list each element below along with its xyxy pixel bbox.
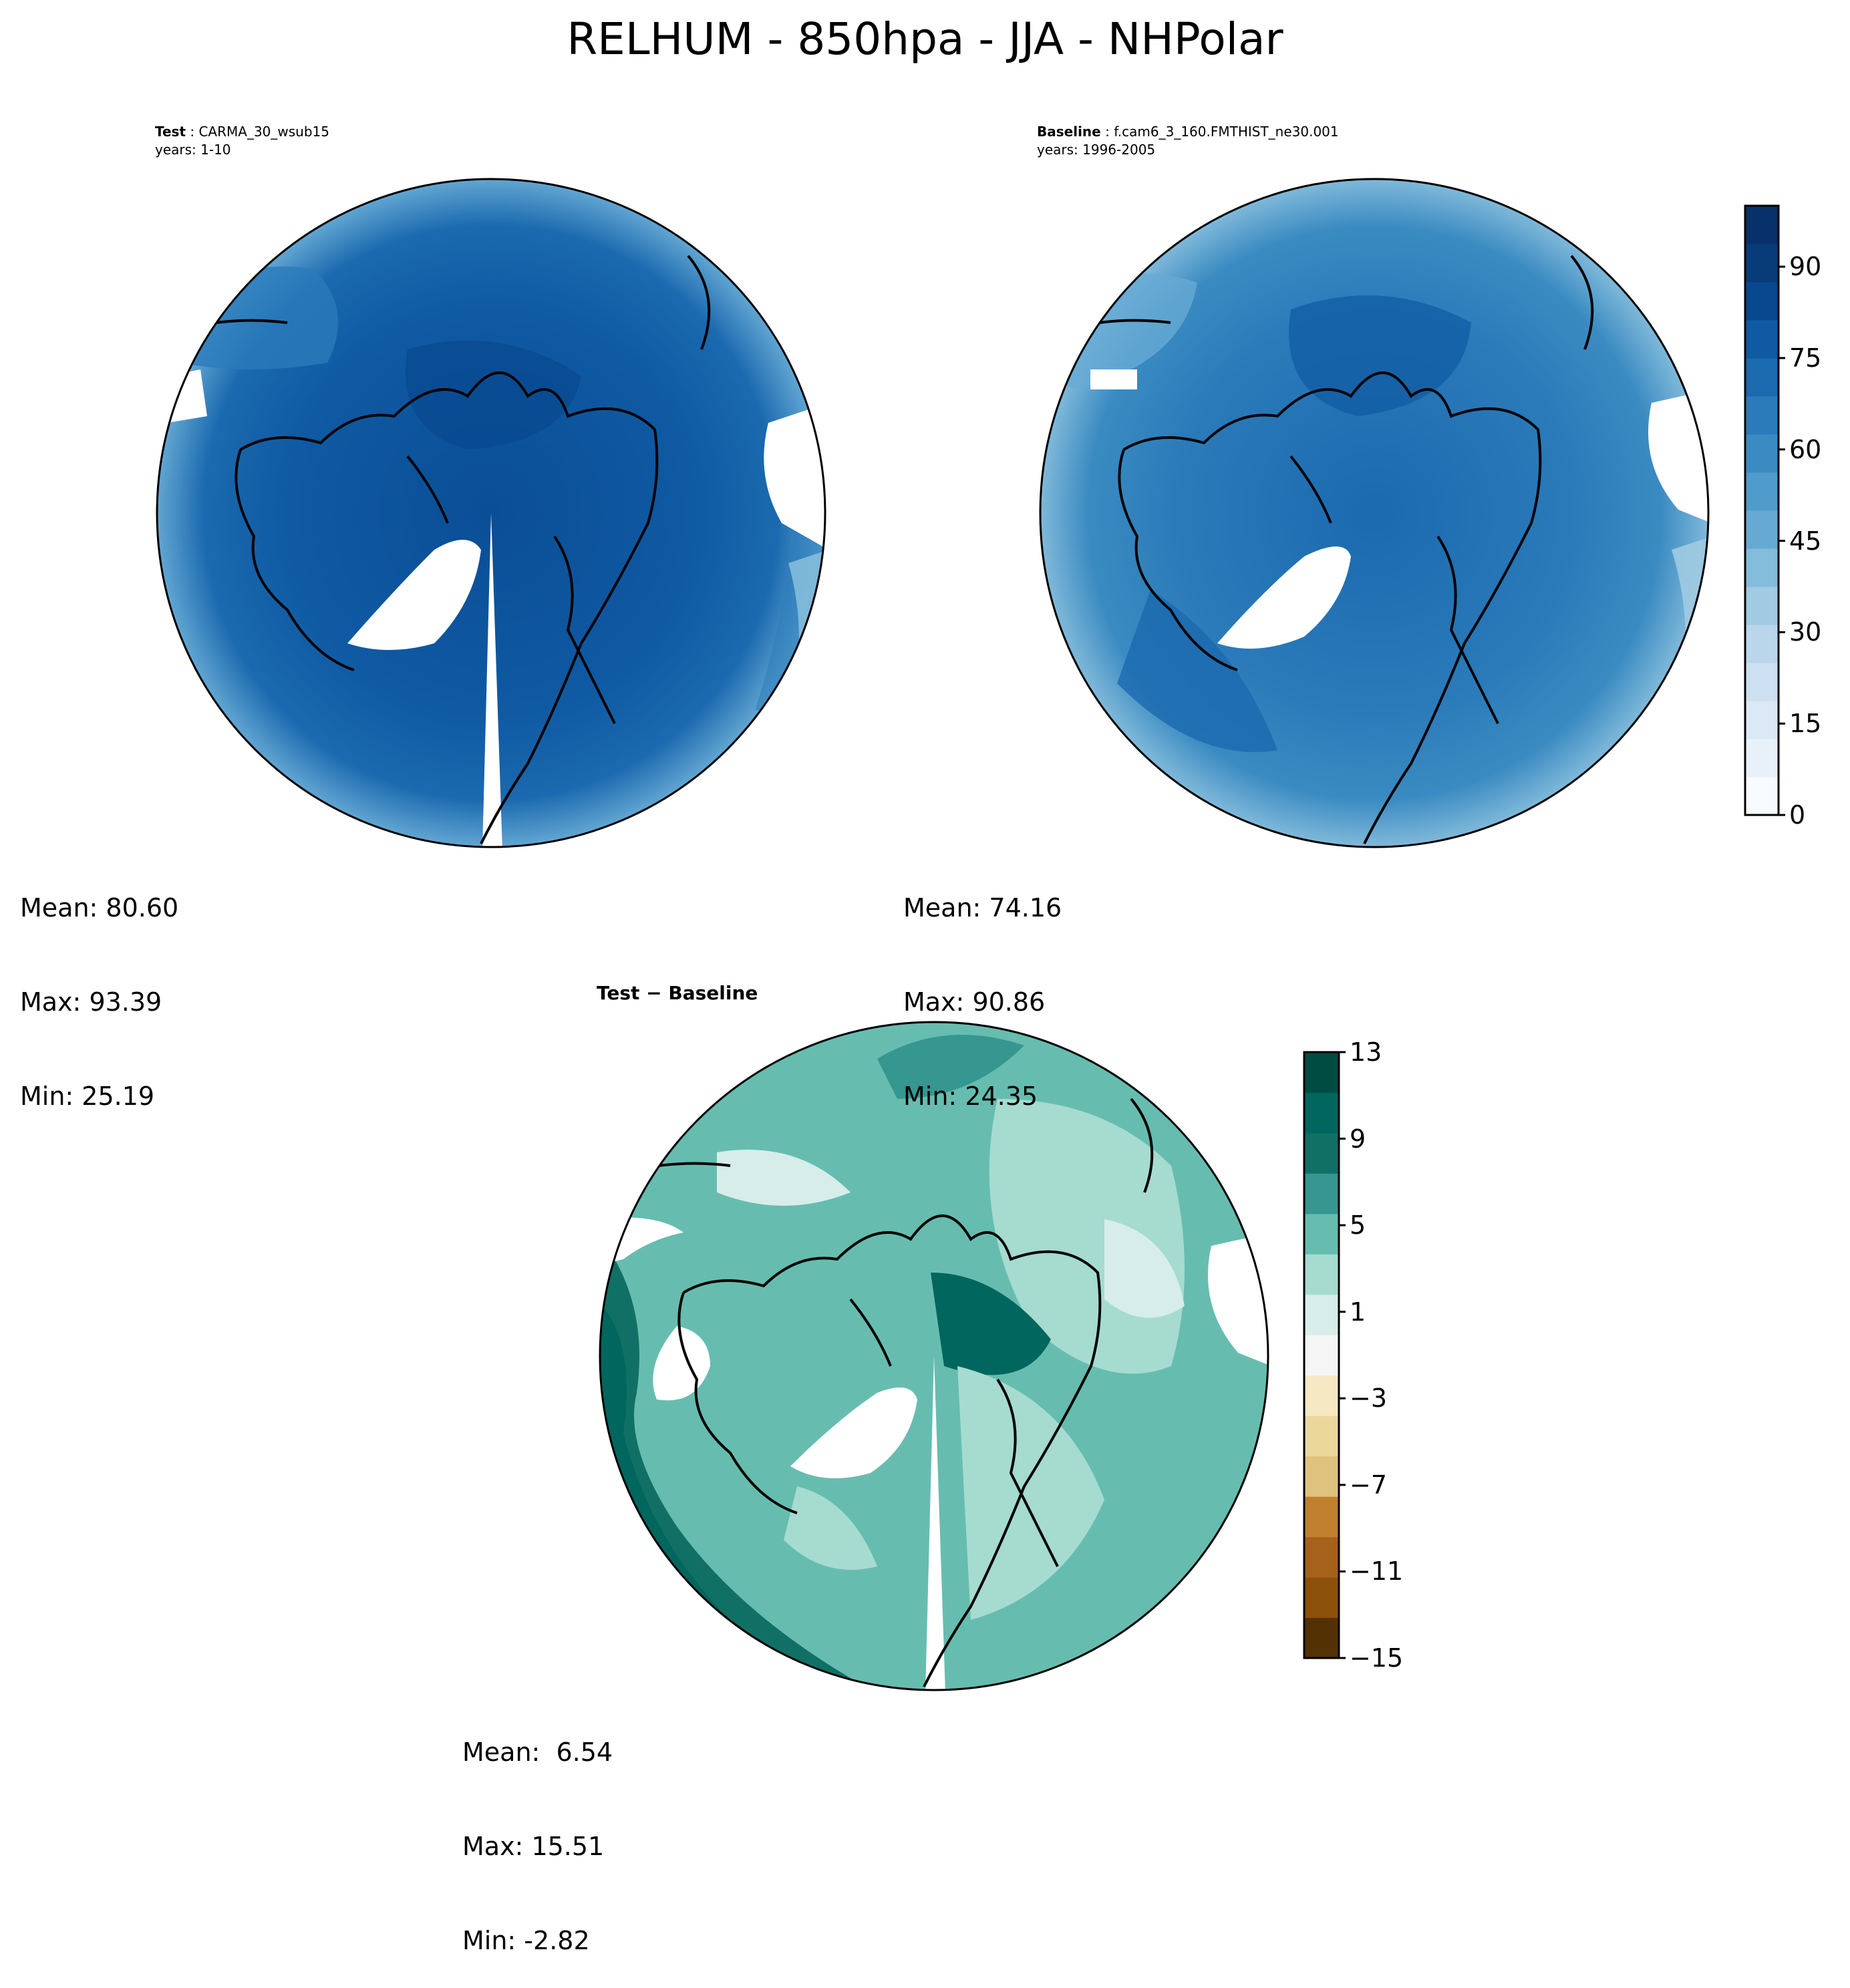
greenland-mask bbox=[790, 1387, 917, 1478]
diff-field-patch bbox=[717, 1150, 851, 1206]
colorbar-level bbox=[1304, 1496, 1339, 1538]
greenland-mask bbox=[1217, 546, 1351, 649]
colorbar-tick-label: −15 bbox=[1350, 1643, 1404, 1673]
diff-min: Min: -2.82 bbox=[462, 1926, 590, 1955]
colorbar-level bbox=[1745, 625, 1779, 663]
colorbar-level bbox=[1745, 701, 1779, 739]
greenland-mask bbox=[347, 540, 481, 650]
colorbar-tick-label: 15 bbox=[1789, 709, 1822, 739]
colorbar-level bbox=[1745, 206, 1779, 244]
colorbar-tick-label: −3 bbox=[1350, 1383, 1388, 1414]
absolute-colorbar bbox=[1744, 204, 1785, 816]
diff-field-patch bbox=[931, 1273, 1051, 1375]
colorbar-tick-label: 90 bbox=[1789, 252, 1822, 282]
colorbar-level bbox=[1745, 587, 1779, 625]
baseline-case-label: f.cam6_3_160.FMTHIST_ne30.001 bbox=[1114, 124, 1339, 140]
test-polar-map bbox=[156, 178, 826, 848]
baseline-mean: Mean: 74.16 bbox=[903, 893, 1062, 923]
colorbar-level bbox=[1304, 1254, 1339, 1295]
baseline-min: Min: 24.35 bbox=[903, 1082, 1038, 1111]
colorbar-level bbox=[1304, 1375, 1339, 1416]
baseline-years-label: years: 1996-2005 bbox=[1037, 142, 1156, 158]
baseline-role-label: Baseline bbox=[1037, 124, 1101, 140]
missing-wedge bbox=[925, 1356, 945, 1690]
colorbar-tick-label: 75 bbox=[1789, 343, 1822, 373]
colorbar-level bbox=[1745, 777, 1779, 816]
diff-mean: Mean: 6.54 bbox=[462, 1737, 613, 1767]
test-stats: Mean: 80.60 Max: 93.39 Min: 25.19 bbox=[20, 830, 178, 1144]
test-years-label: years: 1-10 bbox=[155, 142, 231, 158]
coastline bbox=[180, 255, 711, 844]
test-case-label: CARMA_30_wsub15 bbox=[198, 124, 329, 140]
test-field-patch bbox=[167, 267, 338, 369]
map-boundary bbox=[599, 1021, 1269, 1691]
colorbar-tick-label: −11 bbox=[1350, 1556, 1404, 1587]
colorbar-frame bbox=[1303, 1051, 1340, 1659]
colorbar-level bbox=[1304, 1213, 1339, 1255]
colorbar-level bbox=[1304, 1617, 1339, 1659]
colorbar-level bbox=[1745, 663, 1779, 701]
baseline-field-patch bbox=[1289, 295, 1471, 416]
diff-stats: Mean: 6.54 Max: 15.51 Min: -2.82 bbox=[462, 1674, 613, 1988]
colorbar-tick-label: 60 bbox=[1789, 434, 1822, 464]
colorbar-level bbox=[1304, 1052, 1339, 1093]
missing-region bbox=[764, 403, 825, 550]
colorbar-level bbox=[1745, 244, 1779, 283]
diff-field-patch bbox=[784, 1486, 877, 1570]
difference-polar-map bbox=[599, 1021, 1269, 1691]
colorbar-level bbox=[1304, 1335, 1339, 1376]
colorbar-level bbox=[1745, 739, 1779, 778]
colorbar-level bbox=[1745, 510, 1779, 549]
colorbar-level bbox=[1304, 1092, 1339, 1134]
colorbar-level bbox=[1304, 1173, 1339, 1214]
baseline-panel-header: Baseline : f.cam6_3_160.FMTHIST_ne30.001… bbox=[1037, 124, 1339, 158]
difference-colorbar bbox=[1303, 1051, 1346, 1659]
diff-field-patch bbox=[877, 1035, 1024, 1099]
baseline-field-patch bbox=[1117, 590, 1277, 752]
colorbar-level bbox=[1745, 548, 1779, 587]
test-max: Max: 93.39 bbox=[20, 987, 162, 1017]
colorbar-level bbox=[1745, 358, 1779, 397]
colorbar-tick-label: 45 bbox=[1789, 526, 1822, 556]
colorbar-tick-label: 5 bbox=[1350, 1210, 1366, 1240]
map-boundary bbox=[156, 178, 826, 848]
colorbar-level bbox=[1745, 472, 1779, 511]
colorbar-tick-label: −7 bbox=[1350, 1470, 1388, 1500]
test-mean: Mean: 80.60 bbox=[20, 893, 179, 923]
figure-title: RELHUM - 850hpa - JJA - NHPolar bbox=[567, 13, 1283, 65]
colorbar-level bbox=[1304, 1294, 1339, 1335]
colorbar-level bbox=[1304, 1132, 1339, 1174]
test-panel-header: Test : CARMA_30_wsub15 years: 1-10 bbox=[155, 124, 329, 158]
colorbar-tick-label: 13 bbox=[1350, 1037, 1382, 1067]
coastline bbox=[1063, 255, 1594, 844]
missing-wedge bbox=[482, 513, 502, 847]
diff-max: Max: 15.51 bbox=[462, 1832, 605, 1861]
missing-region bbox=[1090, 369, 1137, 389]
colorbar-tick-label: 9 bbox=[1350, 1124, 1366, 1154]
diff-panel-header: Test − Baseline bbox=[597, 982, 758, 1004]
colorbar-level bbox=[1304, 1536, 1339, 1578]
missing-region bbox=[167, 369, 207, 423]
colorbar-tick-label: 30 bbox=[1789, 617, 1822, 647]
colorbar-frame bbox=[1744, 204, 1780, 816]
coastline bbox=[623, 1098, 1154, 1687]
colorbar-level bbox=[1745, 396, 1779, 435]
baseline-polar-map bbox=[1039, 178, 1710, 848]
colorbar-tick-label: 1 bbox=[1350, 1297, 1366, 1327]
colorbar-level bbox=[1304, 1416, 1339, 1457]
baseline-max: Max: 90.86 bbox=[903, 987, 1046, 1017]
test-role-label: Test bbox=[155, 124, 186, 140]
test-field-patch bbox=[405, 340, 581, 450]
baseline-stats: Mean: 74.16 Max: 90.86 Min: 24.35 bbox=[903, 830, 1062, 1144]
map-boundary bbox=[1039, 178, 1710, 848]
colorbar-level bbox=[1745, 320, 1779, 359]
colorbar-level bbox=[1304, 1577, 1339, 1619]
colorbar-level bbox=[1304, 1456, 1339, 1497]
colorbar-tick-label: 0 bbox=[1789, 800, 1806, 830]
diff-field-patch bbox=[1104, 1219, 1185, 1318]
colorbar-level bbox=[1745, 434, 1779, 473]
test-min: Min: 25.19 bbox=[20, 1082, 155, 1111]
colorbar-level bbox=[1745, 282, 1779, 321]
